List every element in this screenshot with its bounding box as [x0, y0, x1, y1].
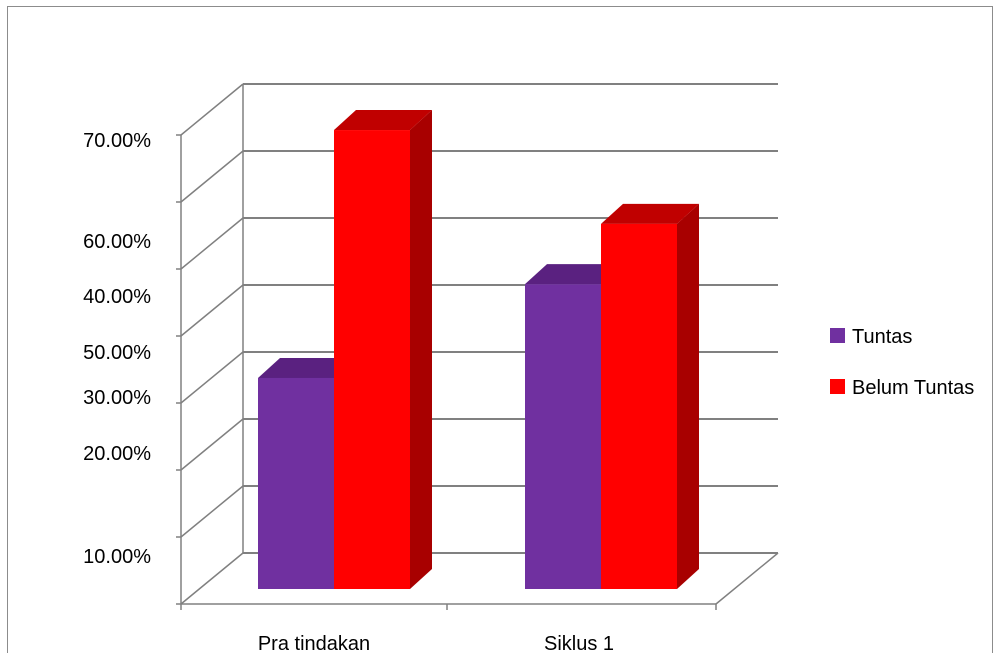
- legend-swatch: [830, 379, 845, 394]
- legend-label: Belum Tuntas: [852, 377, 974, 399]
- side-wall-gridline: [180, 150, 244, 203]
- axis-layer: [176, 84, 779, 610]
- y-tick-label: 60.00%: [83, 231, 151, 253]
- category-layer: Pra tindakan Siklus 1: [258, 633, 614, 653]
- bar-side: [410, 110, 432, 590]
- side-wall-gridline: [180, 485, 244, 538]
- side-wall-gridline: [180, 217, 244, 270]
- bar: [525, 284, 601, 589]
- bars-layer: [258, 110, 699, 590]
- side-wall-gridline: [180, 351, 244, 404]
- x-tick-label: Pra tindakan: [258, 633, 370, 653]
- y-tick-label: 20.00%: [83, 443, 151, 465]
- floor-edge: [715, 552, 779, 605]
- y-tick-label: 70.00%: [83, 130, 151, 152]
- legend-label: Tuntas: [852, 326, 912, 348]
- y-tick-label: 50.00%: [83, 342, 151, 364]
- side-wall-gridline: [180, 418, 244, 471]
- bar-top: [601, 203, 699, 224]
- bar: [334, 130, 410, 590]
- bar: [258, 377, 334, 589]
- side-wall-gridline: [180, 552, 244, 605]
- side-wall-gridline: [180, 284, 244, 337]
- chart-frame: [7, 6, 993, 653]
- y-tick-label: 30.00%: [83, 387, 151, 409]
- y-tick-label: 40.00%: [83, 286, 151, 308]
- legend: Tuntas Belum Tuntas: [830, 326, 974, 399]
- bar-top: [525, 264, 623, 285]
- side-wall-gridline: [180, 83, 244, 136]
- y-tick-label: 10.00%: [83, 546, 151, 568]
- x-tick-label: Siklus 1: [544, 633, 614, 653]
- bar-top: [258, 357, 356, 378]
- tick-layer: 10.00% 20.00% 30.00% 50.00% 40.00% 60.00% 70.0…: [83, 130, 151, 568]
- bar: [601, 223, 677, 589]
- bar-top: [334, 110, 432, 131]
- bar-side: [677, 203, 699, 589]
- legend-swatch: [830, 328, 845, 343]
